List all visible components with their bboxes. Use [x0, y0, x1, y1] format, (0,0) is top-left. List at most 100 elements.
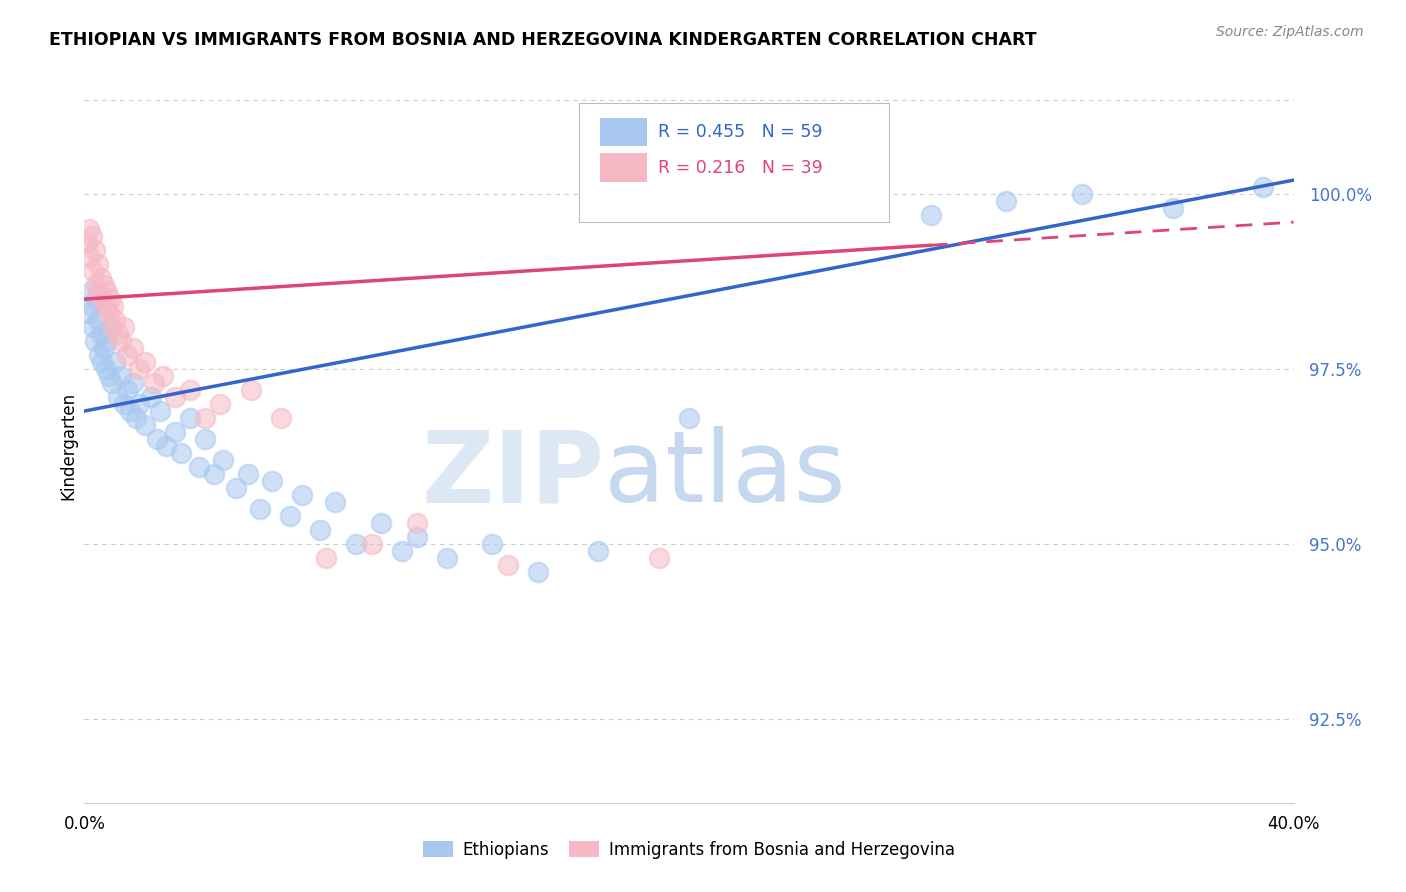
Point: [76, 236, 98, 251]
Point: [80, 229, 103, 244]
Point: [98, 320, 121, 334]
Text: atlas: atlas: [605, 426, 846, 523]
Point: [110, 334, 132, 348]
Point: [149, 404, 172, 418]
Point: [93, 278, 115, 293]
Point: [84, 334, 107, 348]
Point: [155, 439, 177, 453]
Point: [391, 544, 413, 558]
Point: [179, 411, 201, 425]
Point: [436, 550, 458, 565]
Point: [995, 194, 1018, 208]
Point: [100, 376, 122, 390]
Point: [481, 537, 503, 551]
Point: [80, 299, 103, 313]
Point: [90, 327, 112, 342]
Point: [128, 362, 150, 376]
Point: [104, 313, 127, 327]
Point: [346, 537, 368, 551]
Point: [146, 432, 169, 446]
Point: [79, 285, 101, 299]
Point: [84, 243, 107, 257]
Point: [93, 341, 115, 355]
Point: [82, 264, 104, 278]
Point: [94, 299, 117, 313]
Point: [678, 411, 700, 425]
Point: [315, 550, 337, 565]
Point: [202, 467, 225, 481]
Text: Source: ZipAtlas.com: Source: ZipAtlas.com: [1216, 25, 1364, 39]
Point: [112, 397, 135, 411]
Point: [87, 257, 110, 271]
Y-axis label: Kindergarten: Kindergarten: [59, 392, 77, 500]
Point: [406, 530, 429, 544]
Point: [1071, 187, 1094, 202]
Point: [121, 376, 143, 390]
Point: [291, 488, 314, 502]
Point: [323, 495, 346, 509]
Point: [91, 292, 114, 306]
Point: [96, 285, 118, 299]
Point: [188, 460, 211, 475]
Point: [236, 467, 259, 481]
Point: [134, 417, 156, 432]
Text: ETHIOPIAN VS IMMIGRANTS FROM BOSNIA AND HERZEGOVINA KINDERGARTEN CORRELATION CHA: ETHIOPIAN VS IMMIGRANTS FROM BOSNIA AND …: [49, 31, 1036, 49]
Point: [97, 306, 120, 320]
Point: [115, 348, 138, 362]
Point: [648, 550, 671, 565]
Point: [112, 320, 135, 334]
Point: [209, 397, 232, 411]
Point: [87, 313, 110, 327]
Point: [128, 397, 150, 411]
Point: [110, 369, 132, 384]
Point: [104, 355, 127, 369]
Point: [107, 327, 129, 342]
Point: [920, 208, 942, 222]
Point: [194, 411, 217, 425]
Point: [97, 369, 120, 384]
Text: R = 0.216   N = 39: R = 0.216 N = 39: [658, 159, 823, 177]
Point: [1253, 180, 1275, 194]
Point: [278, 508, 301, 523]
Point: [142, 376, 165, 390]
Point: [96, 334, 118, 348]
Point: [260, 474, 283, 488]
Point: [77, 222, 100, 236]
Point: [82, 320, 104, 334]
Point: [86, 292, 108, 306]
Point: [1161, 201, 1184, 215]
Point: [270, 411, 292, 425]
Point: [152, 369, 174, 384]
Point: [94, 362, 117, 376]
Point: [91, 355, 114, 369]
Text: ZIP: ZIP: [422, 426, 605, 523]
Point: [309, 523, 332, 537]
Point: [239, 383, 262, 397]
Point: [170, 446, 193, 460]
Point: [90, 271, 112, 285]
Point: [98, 292, 121, 306]
Point: [125, 411, 148, 425]
Point: [79, 250, 101, 264]
Point: [165, 390, 187, 404]
Point: [115, 383, 138, 397]
Point: [179, 383, 201, 397]
Point: [118, 404, 141, 418]
Point: [89, 285, 111, 299]
Point: [121, 341, 143, 355]
Point: [212, 453, 235, 467]
Point: [225, 481, 247, 495]
Point: [527, 565, 550, 579]
Point: [588, 544, 610, 558]
Point: [406, 516, 429, 530]
Point: [77, 306, 100, 320]
Text: R = 0.455   N = 59: R = 0.455 N = 59: [658, 123, 823, 141]
Point: [360, 537, 382, 551]
Point: [100, 320, 122, 334]
Point: [101, 299, 124, 313]
Point: [89, 348, 111, 362]
Legend: Ethiopians, Immigrants from Bosnia and Herzegovina: Ethiopians, Immigrants from Bosnia and H…: [416, 835, 962, 866]
Point: [165, 425, 187, 439]
Point: [139, 390, 162, 404]
Point: [249, 502, 271, 516]
